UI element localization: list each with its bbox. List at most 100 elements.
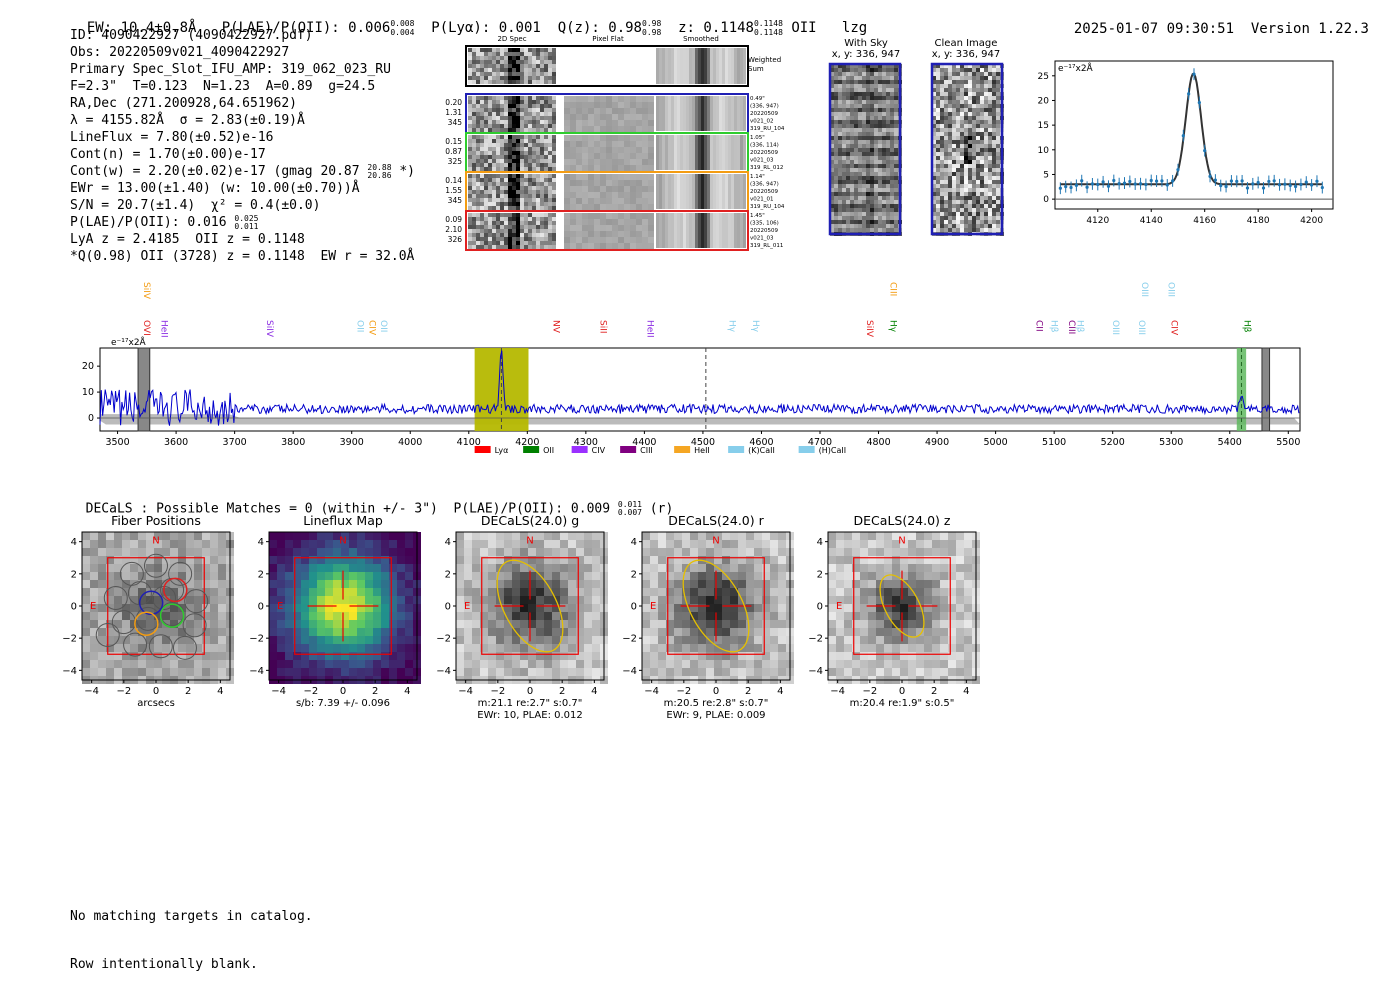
smoothed-cell — [722, 48, 725, 84]
smoothed-cell — [668, 174, 671, 209]
spec2d-pixel — [548, 237, 552, 241]
line-id-label: NV — [551, 320, 561, 334]
cutout-pixel — [682, 644, 690, 652]
clean-pixel — [952, 124, 956, 128]
sky-pixel — [854, 156, 858, 160]
cutout-pixel — [496, 644, 504, 652]
sky-pixel — [878, 136, 882, 140]
cutout-pixel — [82, 556, 90, 564]
legend-label: HeII — [694, 446, 710, 455]
spec2d-pixel — [516, 245, 520, 249]
sky-pixel — [890, 112, 894, 116]
clean-pixel — [972, 96, 976, 100]
spec2d-pixel — [480, 229, 484, 233]
spec2d-pixel — [508, 128, 512, 132]
cutout-pixel — [836, 532, 844, 540]
spec2d-pixel — [528, 120, 532, 124]
spec2d-pixel — [552, 80, 556, 84]
sky-pixel — [854, 116, 858, 120]
spec2d-pixel — [472, 245, 476, 249]
cutout-pixel — [722, 564, 730, 572]
spec2d-pixel — [520, 151, 524, 155]
sky-pixel — [858, 100, 862, 104]
spec2d-pixel — [504, 143, 508, 147]
sky-pixel — [862, 168, 866, 172]
clean-pixel — [948, 172, 952, 176]
cutout-pixel — [301, 636, 309, 644]
spec2d-pixel — [488, 178, 492, 182]
sky-pixel — [882, 100, 886, 104]
sky-pixel — [850, 116, 854, 120]
spec2d-pixel — [476, 174, 480, 178]
smoothed-cell — [719, 174, 722, 209]
spec2d-pixel — [548, 221, 552, 225]
cutout-pixel — [682, 660, 690, 668]
spec2d-pixel — [512, 221, 516, 225]
clean-pixel — [936, 176, 940, 180]
cutout-pixel — [754, 628, 762, 636]
sky-pixel — [886, 100, 890, 104]
spec2d-pixel — [532, 194, 536, 198]
spec2d-pixel — [516, 139, 520, 143]
sky-pixel — [850, 124, 854, 128]
cutout-pixel — [480, 660, 488, 668]
spec2d-pixel — [548, 194, 552, 198]
sky-pixel — [846, 136, 850, 140]
sky-pixel — [886, 188, 890, 192]
sky-pixel — [862, 192, 866, 196]
clean-pixel — [992, 136, 996, 140]
cutout-pixel — [488, 548, 496, 556]
pixel-flat-cell — [576, 174, 582, 180]
cutout-pixel — [154, 644, 162, 652]
cutout-pixel — [456, 596, 464, 604]
sky-pixel — [846, 212, 850, 216]
clean-pixel — [956, 116, 960, 120]
clean-pixel — [956, 96, 960, 100]
clean-pixel — [996, 144, 1000, 148]
zoom-data-point — [1112, 179, 1115, 182]
cutout-pixel — [674, 660, 682, 668]
spec2d-pixel — [524, 194, 528, 198]
cutout-pixel — [269, 564, 277, 572]
pixel-flat-cell — [624, 231, 630, 237]
spec2d-pixel — [488, 48, 492, 52]
cutout-pixel — [333, 644, 341, 652]
spec2d-pixel — [540, 190, 544, 194]
cutout-xtick-label: 0 — [340, 686, 346, 697]
cutout-pixel — [218, 588, 226, 596]
cutout-pixel — [754, 668, 762, 676]
clean-pixel — [996, 124, 1000, 128]
cutout-pixel — [373, 564, 381, 572]
clean-pixel — [944, 196, 948, 200]
spec2d-pixel — [504, 178, 508, 182]
spec2d-pixel — [492, 155, 496, 159]
clean-pixel — [972, 160, 976, 164]
sky-pixel — [874, 148, 878, 152]
spec2d-pixel — [552, 100, 556, 104]
spec2d-pixel — [472, 124, 476, 128]
clean-pixel — [948, 144, 952, 148]
cutout-pixel — [405, 668, 413, 676]
smoothed-cell — [743, 96, 746, 131]
sky-pixel — [842, 180, 846, 184]
pixel-flat-cell — [588, 126, 594, 132]
spec2d-pixel — [520, 128, 524, 132]
sky-pixel — [878, 196, 882, 200]
cutout-pixel — [472, 596, 480, 604]
spec2d-row-right-label: 1.14" — [750, 174, 765, 180]
cutout-pixel — [706, 668, 714, 676]
cutout-pixel — [746, 532, 754, 540]
cutout-pixel — [285, 604, 293, 612]
pixel-flat-cell — [618, 180, 624, 186]
spec2d-pixel — [472, 229, 476, 233]
clean-pixel — [972, 120, 976, 124]
spec2d-pixel — [472, 217, 476, 221]
smoothed-cell — [713, 135, 716, 170]
cutout-pixel — [762, 596, 770, 604]
cutout-pixel — [690, 604, 698, 612]
spec2d-pixel — [484, 135, 488, 139]
spec2d-pixel — [528, 139, 532, 143]
spec2d-pixel — [520, 48, 524, 52]
clean-pixel — [976, 152, 980, 156]
